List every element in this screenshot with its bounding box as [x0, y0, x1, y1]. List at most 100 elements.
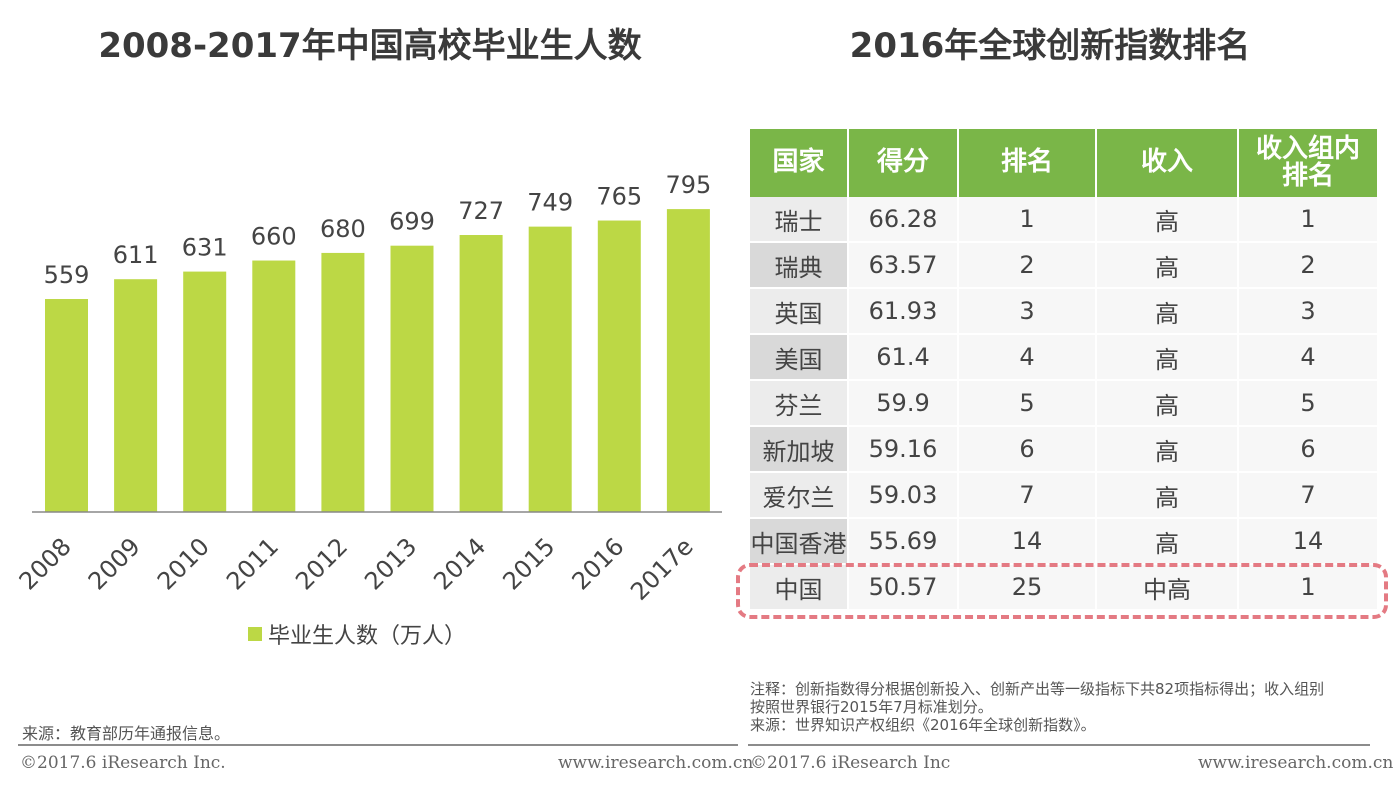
value-cell: 55.69 [848, 518, 959, 565]
table-header-cell: 国家 [750, 129, 849, 197]
value-cell: 2 [958, 242, 1097, 289]
bar-2010 [183, 271, 227, 512]
value-cell: 61.4 [848, 334, 959, 381]
value-cell: 高 [1096, 197, 1239, 243]
value-cell: 3 [958, 288, 1097, 335]
value-cell: 4 [1238, 334, 1379, 381]
table-body: 瑞士 66.28 1 高 1 瑞典 63.57 2 高 2 英国 61.93 3 高 3 美国 61.4 4 高 4 芬… [750, 197, 1379, 611]
value-cell: 3 [1238, 288, 1379, 335]
bar-value-label: 559 [44, 261, 90, 289]
note-line-1: 注释：创新指数得分根据创新投入、创新产出等一级指标下共82项指标得出；收入组别 [750, 680, 1325, 698]
table-row: 爱尔兰 59.03 7 高 7 [750, 472, 1379, 519]
value-cell: 63.57 [848, 242, 959, 289]
x-tick-label: 2014 [428, 532, 491, 595]
bar-2017e [666, 209, 710, 512]
table-row: 中国 50.57 25 中高 1 [750, 564, 1379, 611]
table-row: 瑞士 66.28 1 高 1 [750, 197, 1379, 243]
country-cell: 瑞典 [750, 242, 849, 289]
table-header-cell: 收入 [1096, 129, 1239, 197]
value-cell: 高 [1096, 472, 1239, 519]
x-tick-label: 2012 [290, 532, 353, 595]
note-source: 来源：世界知识产权组织《2016年全球创新指数》。 [750, 716, 1096, 734]
innovation-rank-table: 国家 得分 排名 收入 收入组内 排名 瑞士 66.28 1 高 1 瑞典 63.57 2 高 2 英国 61.… [750, 129, 1379, 611]
bar-value-label: 631 [182, 234, 228, 262]
value-cell: 2 [1238, 242, 1379, 289]
chart-title: 2008-2017年中国高校毕业生人数 [98, 26, 642, 66]
country-cell: 瑞士 [750, 197, 849, 243]
value-cell: 61.93 [848, 288, 959, 335]
bar-value-label: 611 [113, 241, 159, 269]
bar-value-label: 749 [527, 189, 573, 217]
bar-value-label: 765 [596, 183, 642, 211]
value-cell: 7 [958, 472, 1097, 519]
value-cell: 25 [958, 564, 1097, 611]
value-cell: 6 [1238, 426, 1379, 473]
value-cell: 66.28 [848, 197, 959, 243]
x-tick-label: 2016 [567, 532, 630, 595]
x-tick-label: 2009 [83, 532, 146, 595]
table-note: 注释：创新指数得分根据创新投入、创新产出等一级指标下共82项指标得出；收入组别 … [750, 680, 1380, 734]
table-row: 中国香港 55.69 14 高 14 [750, 518, 1379, 565]
value-cell: 6 [958, 426, 1097, 473]
chart-source: 来源：教育部历年通报信息。 [22, 724, 231, 743]
x-tick-label: 2011 [221, 532, 284, 595]
bar-2013 [390, 245, 434, 512]
bar-value-label: 680 [320, 215, 366, 243]
country-cell: 新加坡 [750, 426, 849, 473]
bar-2016 [597, 220, 641, 512]
country-cell: 中国 [750, 564, 849, 611]
value-cell: 1 [1238, 564, 1379, 611]
x-tick-label: 2013 [359, 532, 422, 595]
value-cell: 高 [1096, 518, 1239, 565]
x-tick-label: 2010 [152, 532, 215, 595]
bar-value-label: 699 [389, 208, 435, 236]
country-cell: 中国香港 [750, 518, 849, 565]
table-header-cell: 得分 [848, 129, 959, 197]
chart-legend: 毕业生人数（万人） [248, 618, 466, 650]
legend-swatch [248, 627, 262, 641]
table-header-cell: 排名 [958, 129, 1097, 197]
footer-copyright-right: ©2017.6 iResearch Inc [750, 753, 951, 773]
value-cell: 50.57 [848, 564, 959, 611]
value-cell: 59.03 [848, 472, 959, 519]
footer-divider-right [748, 744, 1370, 746]
value-cell: 5 [1238, 380, 1379, 427]
bar-2015 [528, 226, 572, 513]
country-cell: 美国 [750, 334, 849, 381]
value-cell: 14 [958, 518, 1097, 565]
china-row-highlight [736, 563, 1388, 619]
legend-label: 毕业生人数（万人） [268, 624, 467, 649]
bar-2008 [45, 299, 88, 512]
value-cell: 高 [1096, 334, 1239, 381]
bar-value-label: 727 [458, 197, 504, 225]
table-header-row: 国家 得分 排名 收入 收入组内 排名 [750, 129, 1379, 197]
table-row: 英国 61.93 3 高 3 [750, 288, 1379, 335]
value-cell: 高 [1096, 242, 1239, 289]
x-tick-label: 2015 [497, 532, 560, 595]
country-cell: 英国 [750, 288, 849, 335]
footer-divider-left [18, 744, 738, 746]
value-cell: 59.9 [848, 380, 959, 427]
footer-copyright-left: ©2017.6 iResearch Inc. [20, 753, 226, 773]
x-tick-label: 2008 [14, 532, 77, 595]
bar-value-label: 795 [665, 171, 711, 199]
x-tick-label: 2017e [625, 532, 698, 605]
bar-2014 [459, 235, 503, 512]
value-cell: 14 [1238, 518, 1379, 565]
footer-url-right: www.iresearch.com.cn [1198, 753, 1394, 773]
bar-chart: 559 2008 611 2009 631 2010 660 2011 680 2012 699 20… [14, 171, 722, 606]
bar-2011 [252, 260, 296, 512]
country-cell: 爱尔兰 [750, 472, 849, 519]
table-row: 新加坡 59.16 6 高 6 [750, 426, 1379, 473]
value-cell: 中高 [1096, 564, 1239, 611]
note-line-2: 按照世界银行2015年7月标准划分。 [750, 698, 993, 716]
table-row: 芬兰 59.9 5 高 5 [750, 380, 1379, 427]
table-row: 美国 61.4 4 高 4 [750, 334, 1379, 381]
table-title: 2016年全球创新指数排名 [849, 26, 1251, 66]
bar-2012 [321, 252, 365, 513]
value-cell: 7 [1238, 472, 1379, 519]
value-cell: 高 [1096, 380, 1239, 427]
value-cell: 59.16 [848, 426, 959, 473]
bar-2009 [114, 279, 158, 512]
bar-value-label: 660 [251, 223, 297, 251]
